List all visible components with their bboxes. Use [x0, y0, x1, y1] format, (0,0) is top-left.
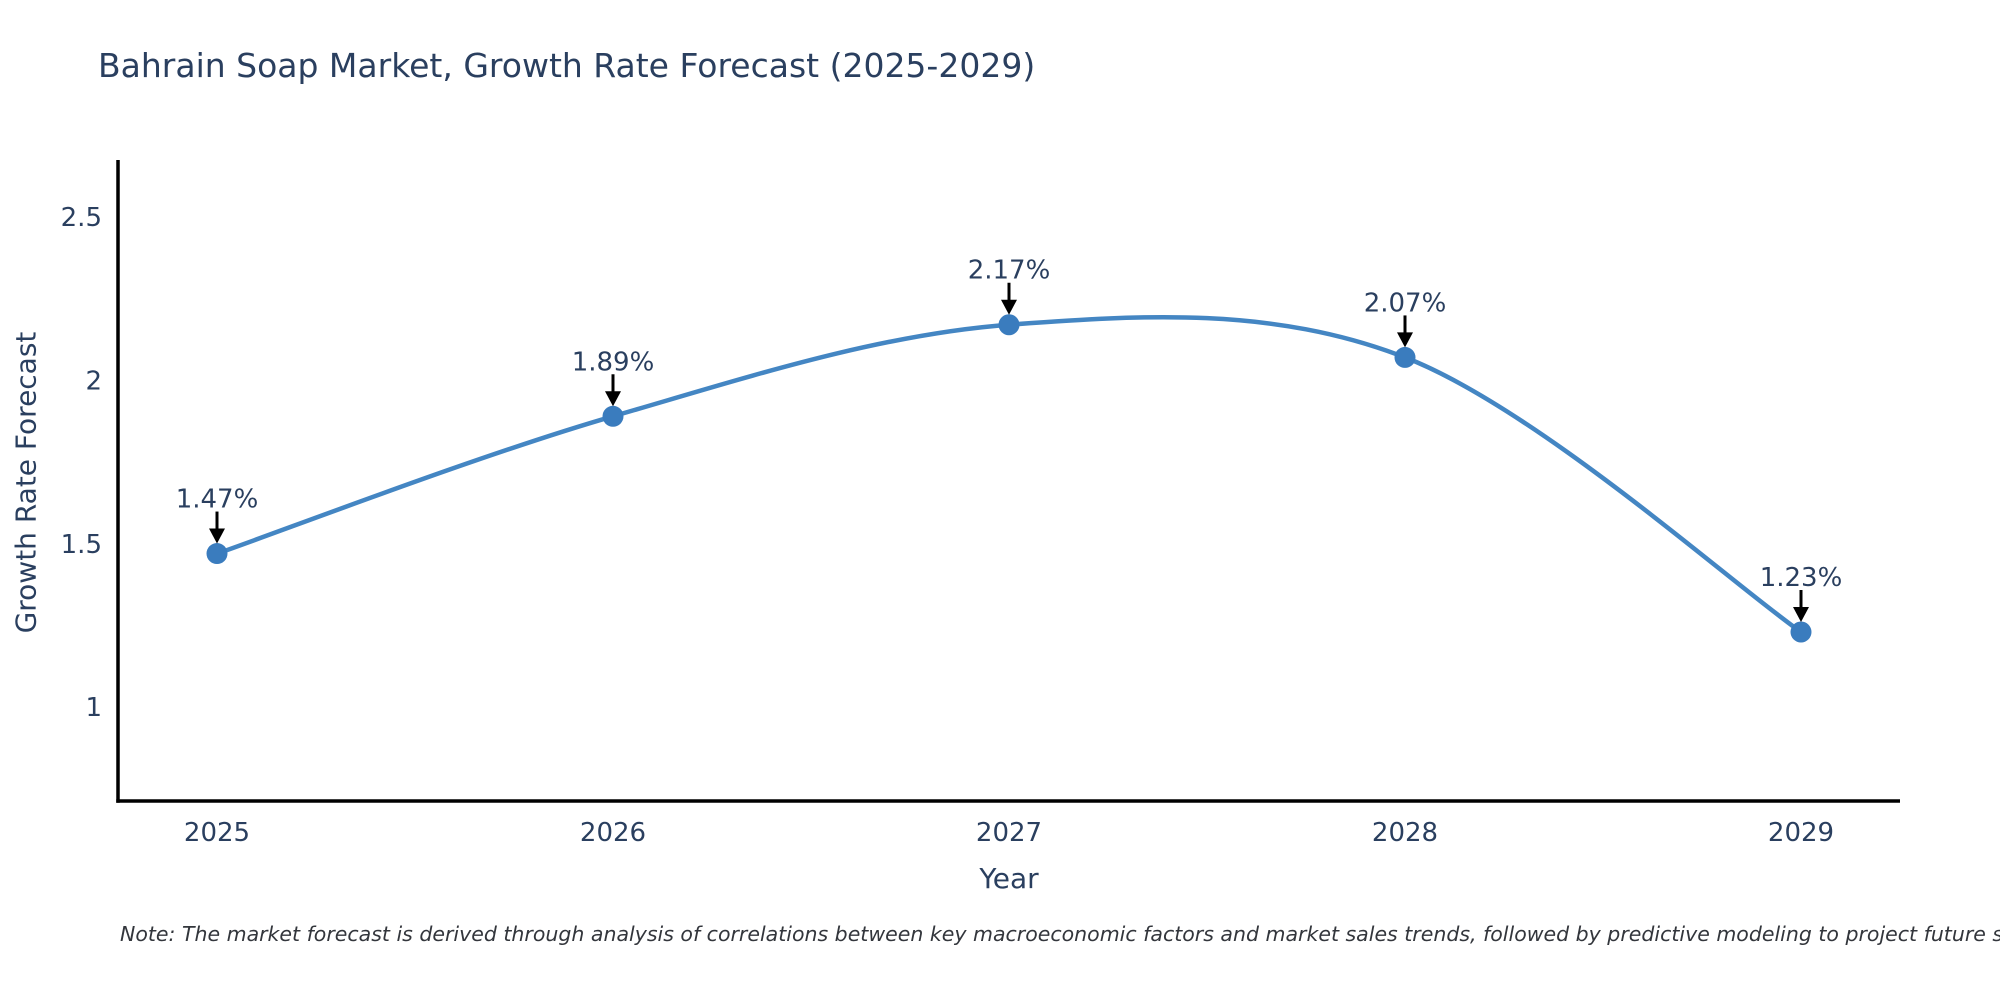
data-point-marker [1790, 621, 1812, 643]
y-tick-label: 2.5 [61, 203, 102, 233]
x-tick-label: 2026 [580, 818, 646, 848]
x-tick-label: 2027 [976, 818, 1042, 848]
x-tick-label: 2025 [184, 818, 250, 848]
x-tick-label: 2029 [1768, 818, 1834, 848]
annotation-arrow-head [1397, 332, 1413, 348]
data-point-label: 2.07% [1364, 288, 1447, 318]
footnote: Note: The market forecast is derived thr… [120, 922, 2000, 946]
y-tick-label: 1.5 [61, 530, 102, 560]
annotation-arrow-head [209, 528, 225, 544]
data-point-marker [206, 543, 228, 565]
data-point-marker [998, 314, 1020, 336]
annotation-arrow-head [1793, 607, 1809, 623]
data-point-label: 1.23% [1760, 563, 1843, 593]
data-point-marker [1394, 346, 1416, 368]
chart-title: Bahrain Soap Market, Growth Rate Forecas… [98, 46, 1036, 85]
y-tick-label: 1 [85, 693, 102, 723]
annotation-arrow-head [605, 391, 621, 407]
data-point-label: 1.47% [176, 485, 259, 515]
x-tick-label: 2028 [1372, 818, 1438, 848]
data-point-label: 2.17% [968, 256, 1051, 286]
annotation-arrow-head [1001, 299, 1017, 315]
forecast-line [214, 314, 1804, 635]
x-axis-title: Year [979, 862, 1039, 895]
y-tick-label: 2 [85, 366, 102, 396]
data-point-label: 1.89% [572, 347, 655, 377]
data-point-marker [602, 405, 624, 427]
